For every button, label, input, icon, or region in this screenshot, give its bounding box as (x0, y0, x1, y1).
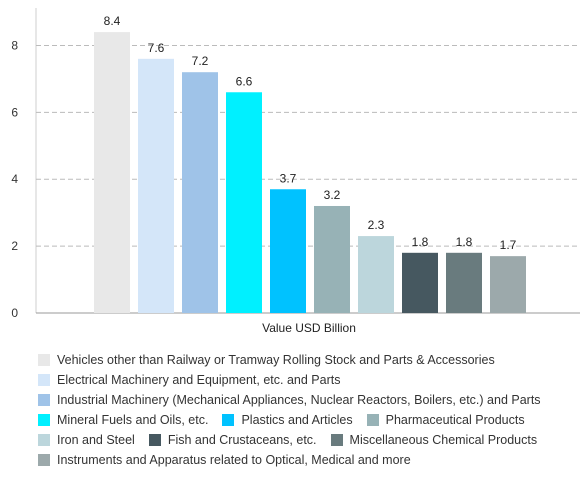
legend-swatch (38, 374, 50, 386)
legend-item[interactable]: Plastics and Articles (222, 410, 353, 430)
data-label-4: 3.7 (280, 171, 297, 185)
data-label-8: 1.8 (456, 235, 473, 249)
data-label-1: 7.6 (148, 41, 165, 55)
bar-5 (314, 205, 350, 313)
legend: Vehicles other than Railway or Tramway R… (38, 350, 578, 470)
legend-item[interactable]: Electrical Machinery and Equipment, etc.… (38, 370, 340, 390)
y-tick-label: 0 (11, 306, 18, 320)
y-tick-label: 6 (11, 105, 18, 119)
legend-swatch (38, 434, 50, 446)
bar-1 (138, 58, 174, 314)
data-label-5: 3.2 (324, 188, 341, 202)
legend-label: Mineral Fuels and Oils, etc. (57, 413, 209, 427)
data-label-2: 7.2 (192, 54, 209, 68)
legend-item[interactable]: Mineral Fuels and Oils, etc. (38, 410, 208, 430)
legend-swatch (38, 414, 50, 426)
chart-plot: 0 2 4 6 8 8.4 7.6 7.2 6.6 3.7 3.2 2.3 1.8 1.8 1.7 Value… (11, 8, 580, 335)
legend-item[interactable]: Vehicles other than Railway or Tramway R… (38, 350, 495, 370)
bar-6 (358, 236, 394, 313)
legend-swatch (38, 354, 50, 366)
legend-row: Vehicles other than Railway or Tramway R… (38, 350, 578, 370)
y-tick-label: 8 (11, 38, 18, 52)
bar-8 (446, 252, 482, 313)
x-axis-title: Value USD Billion (262, 321, 356, 335)
data-label-3: 6.6 (236, 74, 253, 88)
legend-item[interactable]: Industrial Machinery (Mechanical Applian… (38, 390, 541, 410)
data-label-0: 8.4 (104, 14, 121, 28)
legend-row: Electrical Machinery and Equipment, etc.… (38, 370, 578, 390)
legend-row: Iron and Steel Fish and Crustaceans, etc.… (38, 430, 578, 450)
legend-label: Pharmaceutical Products (385, 413, 525, 427)
legend-item[interactable]: Iron and Steel (38, 430, 135, 450)
y-tick-label: 4 (11, 172, 18, 186)
legend-item[interactable]: Instruments and Apparatus related to Opt… (38, 450, 411, 470)
legend-swatch (330, 434, 343, 446)
legend-row: Industrial Machinery (Mechanical Applian… (38, 390, 578, 410)
y-tick-label: 2 (11, 239, 18, 253)
legend-item[interactable]: Pharmaceutical Products (366, 410, 525, 430)
legend-label: Industrial Machinery (Mechanical Applian… (57, 393, 541, 407)
data-label-6: 2.3 (368, 218, 385, 232)
bar-4 (270, 189, 306, 313)
legend-label: Electrical Machinery and Equipment, etc.… (57, 373, 341, 387)
legend-label: Plastics and Articles (241, 413, 353, 427)
legend-swatch (366, 414, 379, 426)
legend-label: Miscellaneous Chemical Products (349, 433, 538, 447)
bar-2 (182, 72, 218, 313)
legend-label: Vehicles other than Railway or Tramway R… (57, 353, 495, 367)
legend-label: Iron and Steel (57, 433, 135, 447)
legend-row: Mineral Fuels and Oils, etc. Plastics and… (38, 410, 578, 430)
legend-swatch (148, 434, 161, 446)
bar-3 (226, 92, 262, 314)
legend-item[interactable]: Miscellaneous Chemical Products (330, 430, 538, 450)
legend-swatch (38, 394, 50, 406)
bar-9 (490, 256, 526, 313)
legend-row: Instruments and Apparatus related to Opt… (38, 450, 578, 470)
legend-swatch (38, 454, 50, 466)
bar-0 (94, 32, 130, 314)
data-label-7: 1.8 (412, 235, 429, 249)
data-label-9: 1.7 (500, 238, 517, 252)
bar-7 (402, 252, 438, 313)
legend-swatch (222, 414, 235, 426)
legend-item[interactable]: Fish and Crustaceans, etc. (148, 430, 317, 450)
legend-label: Fish and Crustaceans, etc. (167, 433, 317, 447)
legend-label: Instruments and Apparatus related to Opt… (57, 453, 411, 467)
